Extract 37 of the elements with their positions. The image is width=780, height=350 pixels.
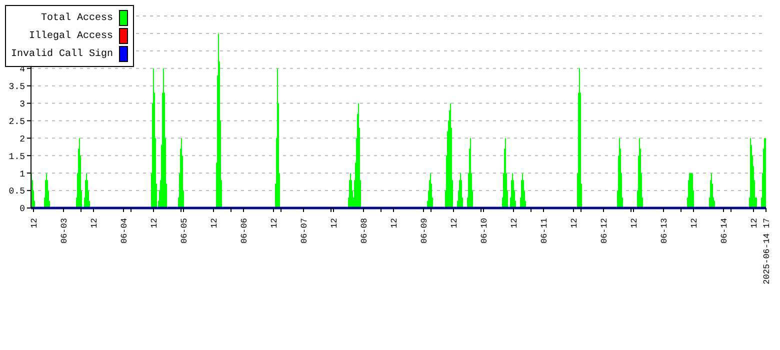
y-tick-label: 2 (20, 134, 25, 144)
x-tick-label: 06-12 (600, 218, 610, 244)
x-tick-label: 06-09 (420, 218, 430, 244)
x-tick-label: 12 (750, 218, 760, 228)
y-tick-label: 1.5 (8, 152, 25, 162)
y-tick-label: 3.5 (8, 82, 25, 92)
y-tick-label: 0.5 (8, 186, 25, 197)
y-tick-label: 3 (20, 99, 25, 110)
x-tick-label: 2025-06-14 17 (762, 218, 772, 284)
x-tick-label: 12 (690, 218, 700, 228)
x-tick-label: 12 (270, 218, 280, 228)
x-tick-label: 12 (450, 218, 460, 228)
x-tick-label: 12 (210, 218, 220, 228)
y-tick-label: 2.5 (8, 116, 25, 127)
legend-label: Illegal Access (29, 30, 114, 42)
x-tick-label: 12 (90, 218, 100, 228)
x-tick-label: 06-08 (360, 218, 370, 244)
x-tick-label: 06-10 (480, 218, 490, 244)
legend-label: Total Access (41, 12, 114, 24)
x-tick-label: 12 (390, 218, 400, 228)
x-tick-label: 12 (510, 218, 520, 228)
y-tick-label: 1 (20, 169, 25, 180)
x-tick-label: 06-11 (540, 218, 550, 244)
x-tick-label: 12 (630, 218, 640, 228)
legend-label: Invalid Call Sign (11, 48, 114, 60)
x-tick-label: 06-07 (300, 218, 310, 244)
x-tick-label: 12 (570, 218, 580, 228)
x-tick-label: 06-05 (180, 218, 190, 244)
y-tick-label: 0 (20, 204, 25, 214)
x-tick-label: 06-04 (120, 218, 130, 244)
x-tick-label: 12 (330, 218, 340, 228)
x-tick-label: 06-14 (720, 218, 730, 244)
x-tick-label: 06-03 (60, 218, 70, 244)
x-tick-label: 12 (30, 218, 40, 228)
x-tick-label: 06-13 (660, 218, 670, 244)
x-tick-label: 12 (150, 218, 160, 228)
x-tick-label: 06-06 (240, 218, 250, 244)
